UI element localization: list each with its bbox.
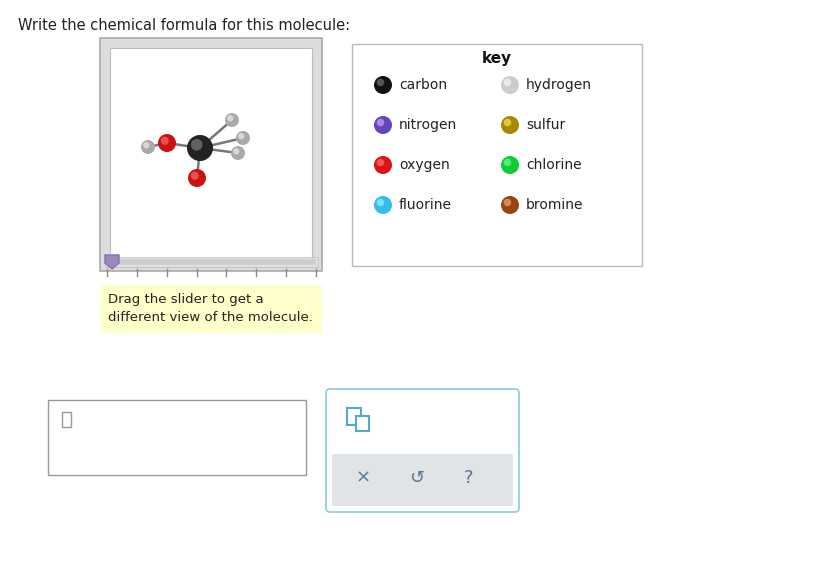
Text: bromine: bromine	[525, 198, 583, 212]
FancyBboxPatch shape	[100, 285, 321, 333]
Circle shape	[373, 196, 392, 214]
Text: sulfur: sulfur	[525, 118, 565, 132]
Text: ?: ?	[464, 469, 473, 487]
Text: carbon: carbon	[398, 78, 446, 92]
FancyBboxPatch shape	[105, 257, 318, 267]
Text: different view of the molecule.: different view of the molecule.	[108, 311, 312, 324]
Circle shape	[190, 139, 202, 150]
Circle shape	[373, 116, 392, 134]
Text: chlorine: chlorine	[525, 158, 581, 172]
Text: fluorine: fluorine	[398, 198, 451, 212]
Circle shape	[376, 79, 384, 86]
Circle shape	[500, 76, 518, 94]
FancyBboxPatch shape	[110, 48, 311, 258]
Circle shape	[503, 158, 511, 166]
Circle shape	[503, 199, 511, 206]
Text: ×: ×	[355, 469, 370, 487]
Circle shape	[236, 131, 250, 145]
Circle shape	[238, 133, 244, 140]
Text: nitrogen: nitrogen	[398, 118, 457, 132]
Circle shape	[376, 199, 384, 206]
Text: Write the chemical formula for this molecule:: Write the chemical formula for this mole…	[18, 18, 349, 33]
Circle shape	[227, 115, 233, 121]
Circle shape	[224, 113, 238, 127]
Circle shape	[500, 116, 518, 134]
Circle shape	[376, 119, 384, 127]
Circle shape	[161, 137, 169, 145]
FancyBboxPatch shape	[100, 38, 321, 271]
Circle shape	[500, 196, 518, 214]
Circle shape	[373, 76, 392, 94]
Circle shape	[376, 158, 384, 166]
Circle shape	[141, 140, 155, 154]
Circle shape	[187, 135, 213, 161]
Circle shape	[503, 79, 511, 86]
Circle shape	[188, 169, 205, 187]
Circle shape	[190, 172, 199, 180]
Text: key: key	[481, 51, 512, 67]
Circle shape	[231, 146, 245, 160]
FancyBboxPatch shape	[352, 44, 641, 266]
FancyBboxPatch shape	[325, 389, 518, 512]
Circle shape	[143, 142, 149, 148]
FancyBboxPatch shape	[355, 416, 368, 431]
Circle shape	[500, 156, 518, 174]
Circle shape	[503, 119, 511, 127]
Polygon shape	[105, 255, 119, 269]
Text: oxygen: oxygen	[398, 158, 450, 172]
Circle shape	[158, 134, 176, 152]
Circle shape	[373, 156, 392, 174]
FancyBboxPatch shape	[347, 408, 360, 425]
Text: ↺: ↺	[409, 469, 424, 487]
Circle shape	[233, 148, 239, 154]
Text: hydrogen: hydrogen	[525, 78, 591, 92]
FancyBboxPatch shape	[48, 400, 306, 475]
FancyBboxPatch shape	[331, 454, 513, 506]
Text: Drag the slider to get a: Drag the slider to get a	[108, 293, 263, 306]
FancyBboxPatch shape	[62, 412, 71, 427]
